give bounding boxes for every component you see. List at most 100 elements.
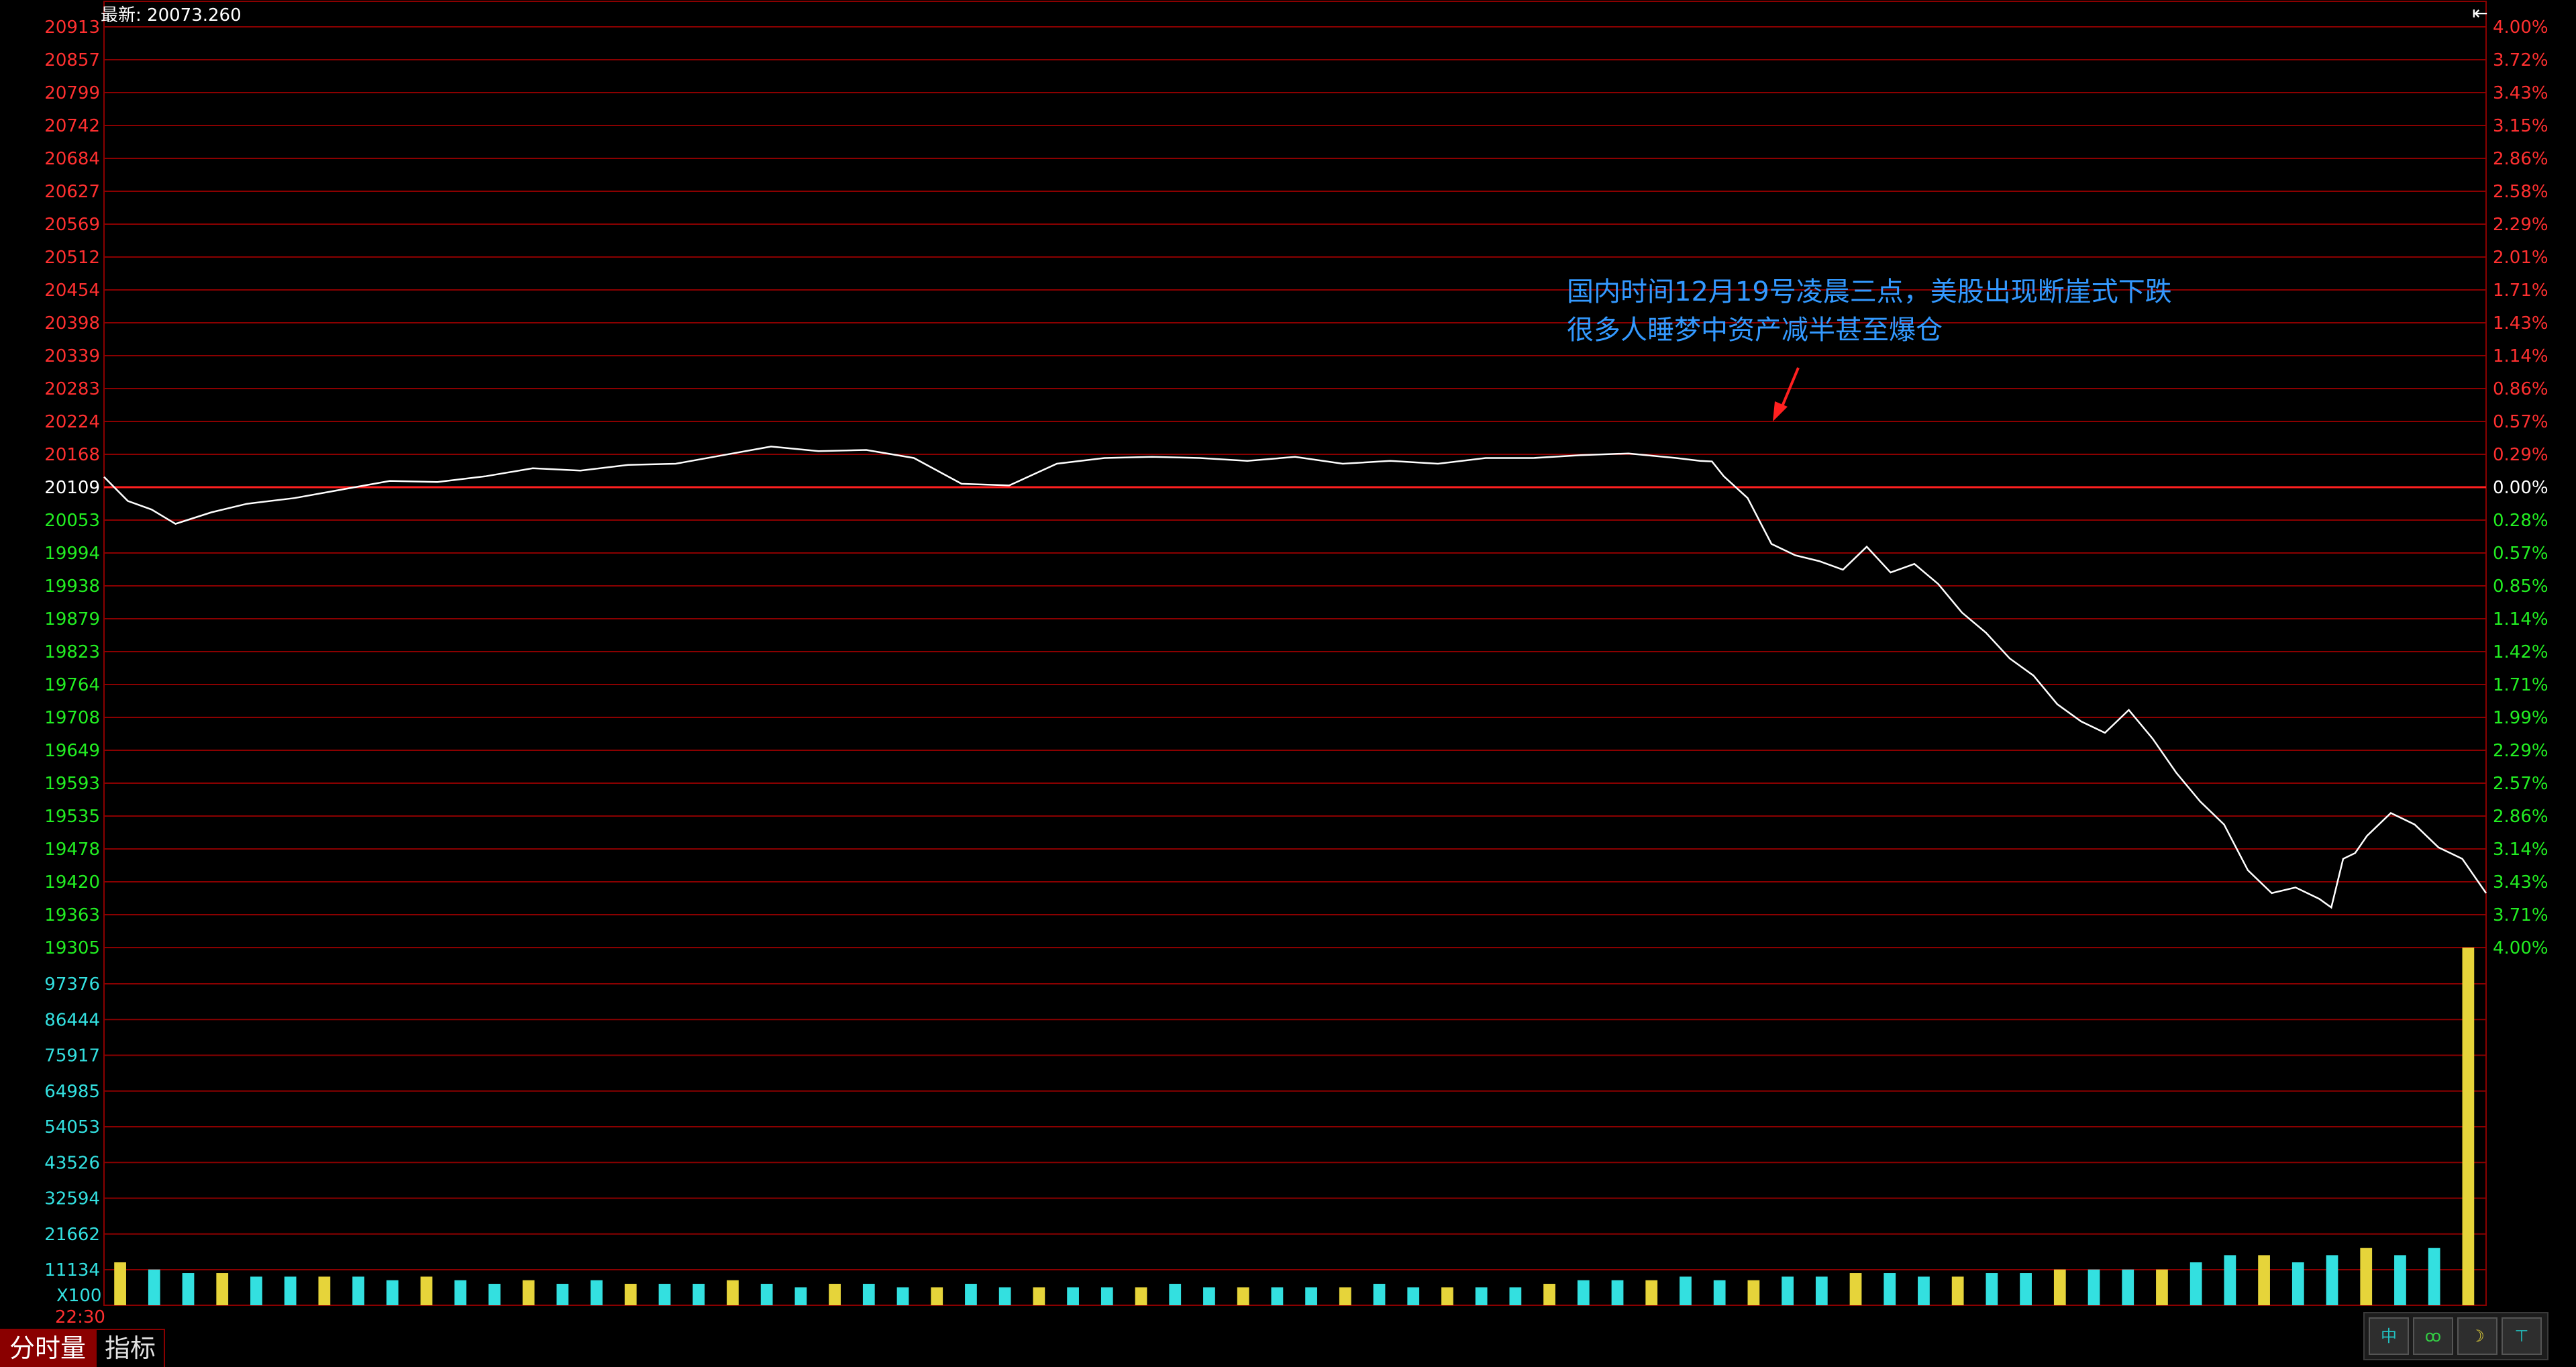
volume-bar (1305, 1287, 1317, 1305)
volume-bar (862, 1284, 875, 1305)
price-tick-label: 19879 (44, 609, 100, 629)
volume-bar (114, 1262, 126, 1305)
volume-bar (1577, 1280, 1590, 1305)
volume-bar (352, 1276, 364, 1305)
pct-tick-label: 2.86% (2493, 149, 2548, 169)
volume-bar (488, 1284, 501, 1305)
volume-bar (2189, 1262, 2202, 1305)
pct-tick-label: 1.14% (2493, 609, 2548, 629)
annotation-line-1: 国内时间12月19号凌晨三点，美股出现断崖式下跌 (1567, 276, 2172, 307)
volume-bar (250, 1276, 262, 1305)
shirt-icon[interactable]: ⊤ (2502, 1317, 2542, 1355)
pig-icon[interactable]: ꝏ (2413, 1317, 2453, 1355)
volume-bar (896, 1287, 909, 1305)
volume-bar (522, 1280, 535, 1305)
volume-tick-label: 54053 (44, 1117, 100, 1137)
price-tick-label: 20569 (44, 215, 100, 235)
volume-bar (1033, 1287, 1045, 1305)
volume-bar (1645, 1280, 1658, 1305)
pct-tick-label: 1.71% (2493, 281, 2548, 301)
volume-bar (1849, 1273, 1862, 1305)
price-tick-label: 19593 (44, 774, 100, 794)
moon-icon[interactable]: ☽ (2457, 1317, 2497, 1355)
pct-tick-label: 0.85% (2493, 576, 2548, 597)
pct-tick-label: 1.42% (2493, 642, 2548, 662)
pct-tick-label: 3.14% (2493, 840, 2548, 860)
volume-bar (1815, 1276, 1828, 1305)
tab-volume[interactable]: 分时量 (0, 1329, 96, 1367)
pct-tick-label: 0.86% (2493, 379, 2548, 399)
price-tick-label: 20799 (44, 83, 100, 103)
price-tick-label: 20454 (44, 281, 100, 301)
volume-bar (1067, 1287, 1079, 1305)
pct-tick-label: 3.43% (2493, 83, 2548, 103)
volume-bar (692, 1284, 705, 1305)
annotation-arrow-head (1773, 401, 1788, 421)
volume-bar (760, 1284, 773, 1305)
latest-price-label: 最新: 20073.260 (101, 5, 242, 26)
volume-bar (998, 1287, 1011, 1305)
volume-bar (2326, 1255, 2338, 1305)
volume-bar (284, 1276, 297, 1305)
chart-frame (103, 1, 2487, 1306)
price-tick-label: 20224 (44, 412, 100, 432)
pct-tick-label: 0.28% (2493, 511, 2548, 531)
volume-bar (2360, 1248, 2373, 1305)
pct-tick-label: 1.71% (2493, 675, 2548, 695)
volume-bar (931, 1287, 943, 1305)
volume-tick-label: 21662 (44, 1225, 100, 1245)
pct-tick-label: 0.29% (2493, 445, 2548, 465)
volume-bar (420, 1276, 433, 1305)
volume-tick-label: 75917 (44, 1046, 100, 1066)
price-line (103, 446, 2487, 909)
pct-tick-label: 1.14% (2493, 346, 2548, 366)
volume-bar (1986, 1273, 1998, 1305)
pct-tick-label: 3.15% (2493, 116, 2548, 136)
volume-bar (2462, 948, 2475, 1305)
chinese-text-icon[interactable]: 中 (2369, 1317, 2409, 1355)
volume-bar (1475, 1287, 1488, 1305)
collapse-left-icon[interactable]: ⇤ (2472, 2, 2488, 24)
volume-unit-label: X100 (56, 1286, 102, 1306)
volume-tick-label: 32594 (44, 1189, 100, 1209)
volume-bar (1100, 1287, 1113, 1305)
volume-bar (2053, 1269, 2066, 1305)
pct-tick-label: 4.00% (2493, 938, 2548, 958)
volume-bar (1407, 1287, 1420, 1305)
price-tick-label: 19305 (44, 938, 100, 958)
price-tick-label: 20913 (44, 17, 100, 38)
volume-bar (216, 1273, 229, 1305)
volume-bar (2156, 1269, 2168, 1305)
volume-tick-label: 64985 (44, 1082, 100, 1102)
volume-bar (1271, 1287, 1284, 1305)
volume-bar (1373, 1284, 1386, 1305)
volume-bar (2258, 1255, 2270, 1305)
volume-bar (1782, 1276, 1794, 1305)
price-tick-label: 20283 (44, 379, 100, 399)
annotation-line-2: 很多人睡梦中资产减半甚至爆仓 (1567, 315, 1943, 346)
pct-tick-label: 1.99% (2493, 708, 2548, 728)
price-tick-label: 20857 (44, 50, 100, 70)
price-tick-label: 19938 (44, 576, 100, 597)
pct-tick-label: 4.00% (2493, 17, 2548, 38)
volume-bar (1543, 1284, 1555, 1305)
pct-tick-label: 2.57% (2493, 774, 2548, 794)
volume-bar (318, 1276, 331, 1305)
volume-bar (386, 1280, 399, 1305)
volume-bar (1509, 1287, 1522, 1305)
pct-tick-label: 2.29% (2493, 741, 2548, 761)
tab-indicator[interactable]: 指标 (95, 1329, 166, 1367)
price-tick-label: 20684 (44, 149, 100, 169)
volume-bar (1339, 1287, 1351, 1305)
pct-tick-label: 1.43% (2493, 313, 2548, 334)
volume-tick-label: 97376 (44, 974, 100, 995)
volume-bar (829, 1284, 841, 1305)
price-tick-label: 20627 (44, 182, 100, 202)
volume-bar (590, 1280, 603, 1305)
volume-bar (1884, 1273, 1896, 1305)
price-tick-label: 19823 (44, 642, 100, 662)
price-tick-label: 20398 (44, 313, 100, 334)
volume-bar (182, 1273, 195, 1305)
volume-bar (794, 1287, 807, 1305)
price-tick-label: 19363 (44, 905, 100, 925)
